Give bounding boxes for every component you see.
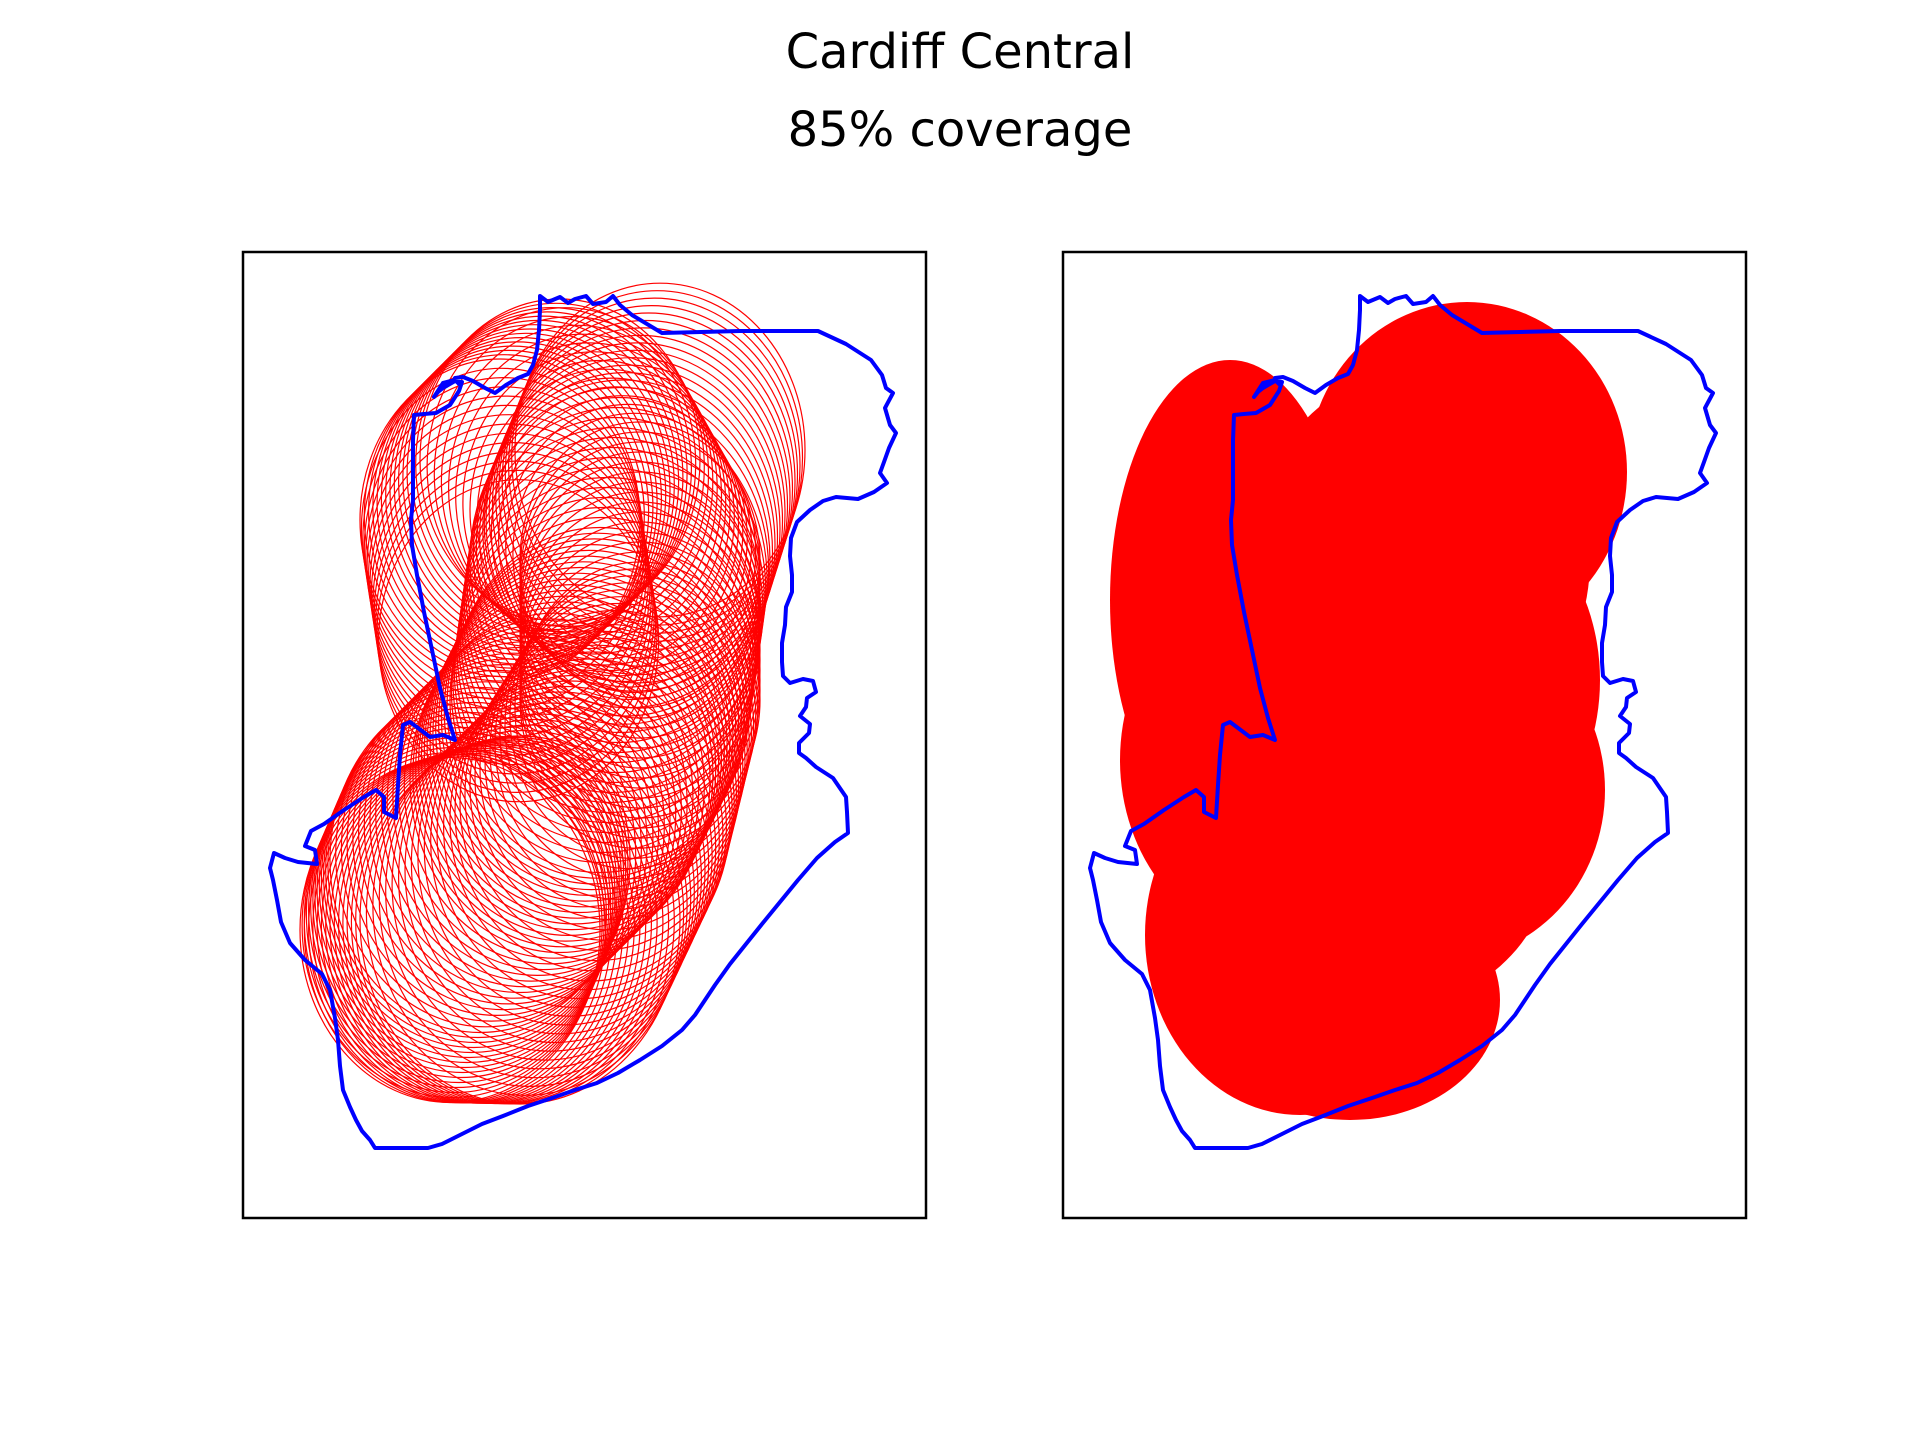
coverage-circle xyxy=(368,349,650,673)
coverage-circle xyxy=(376,341,658,665)
coverage-circle xyxy=(316,716,618,1064)
coverage-circle xyxy=(393,324,675,648)
coverage-circle xyxy=(476,368,735,666)
coverage-circle xyxy=(417,685,713,1026)
coverage-circle xyxy=(391,707,699,1061)
figure-title: Cardiff Central xyxy=(785,24,1135,80)
left-map-panel xyxy=(241,250,928,1220)
coverage-circle xyxy=(512,412,757,694)
coverage-circle xyxy=(514,282,806,618)
right-map-panel xyxy=(1061,250,1748,1220)
coverage-circle xyxy=(402,315,684,639)
right-coverage-union xyxy=(1110,302,1627,1120)
coverage-circle xyxy=(426,307,705,628)
left-axes-frame xyxy=(241,250,928,1220)
coverage-circle xyxy=(429,566,731,914)
coverage-circle xyxy=(335,681,637,1028)
coverage-circle xyxy=(385,332,667,656)
left-constituency-boundary xyxy=(268,294,898,1150)
coverage-circle xyxy=(310,731,612,1079)
coverage-circle xyxy=(498,395,748,683)
coverage-circle xyxy=(455,342,723,650)
coverage-circle xyxy=(329,686,631,1034)
coverage-circle xyxy=(432,561,734,908)
coverage-circle xyxy=(377,479,660,803)
coverage-circle xyxy=(327,691,629,1039)
coverage-circle xyxy=(462,351,727,655)
coverage-circle xyxy=(483,377,740,672)
coverage-circle xyxy=(378,718,692,1079)
left-coverage-circles xyxy=(299,282,806,1105)
coverage-circle xyxy=(320,706,622,1054)
coverage-circle xyxy=(469,630,740,941)
coverage-circle xyxy=(460,446,763,794)
coverage-circle xyxy=(372,441,654,766)
coverage-circle xyxy=(440,324,714,639)
coverage-circle xyxy=(494,596,750,890)
coverage-circle xyxy=(469,359,731,661)
coverage-circle xyxy=(485,349,784,692)
right-constituency-boundary xyxy=(1088,294,1718,1150)
coverage-circle xyxy=(370,432,652,756)
coverage-circle xyxy=(469,386,771,734)
coverage-circle xyxy=(373,451,655,775)
coverage-circle xyxy=(376,469,658,794)
coverage-circle xyxy=(380,337,663,661)
coverage-circle xyxy=(406,311,688,635)
coverage-fill-blob xyxy=(1230,530,1550,930)
figure-subtitle: 85% coverage xyxy=(787,102,1133,158)
coverage-circle xyxy=(519,421,761,699)
coverage-circle xyxy=(490,386,744,677)
coverage-fill-blob xyxy=(1200,880,1500,1120)
coverage-circle xyxy=(501,312,796,651)
coverage-circle xyxy=(435,555,737,902)
coverage-circle xyxy=(385,713,695,1070)
coverage-circle xyxy=(398,702,702,1052)
coverage-circle xyxy=(415,302,697,626)
coverage-circle xyxy=(505,403,753,688)
coverage-circle xyxy=(375,460,657,784)
